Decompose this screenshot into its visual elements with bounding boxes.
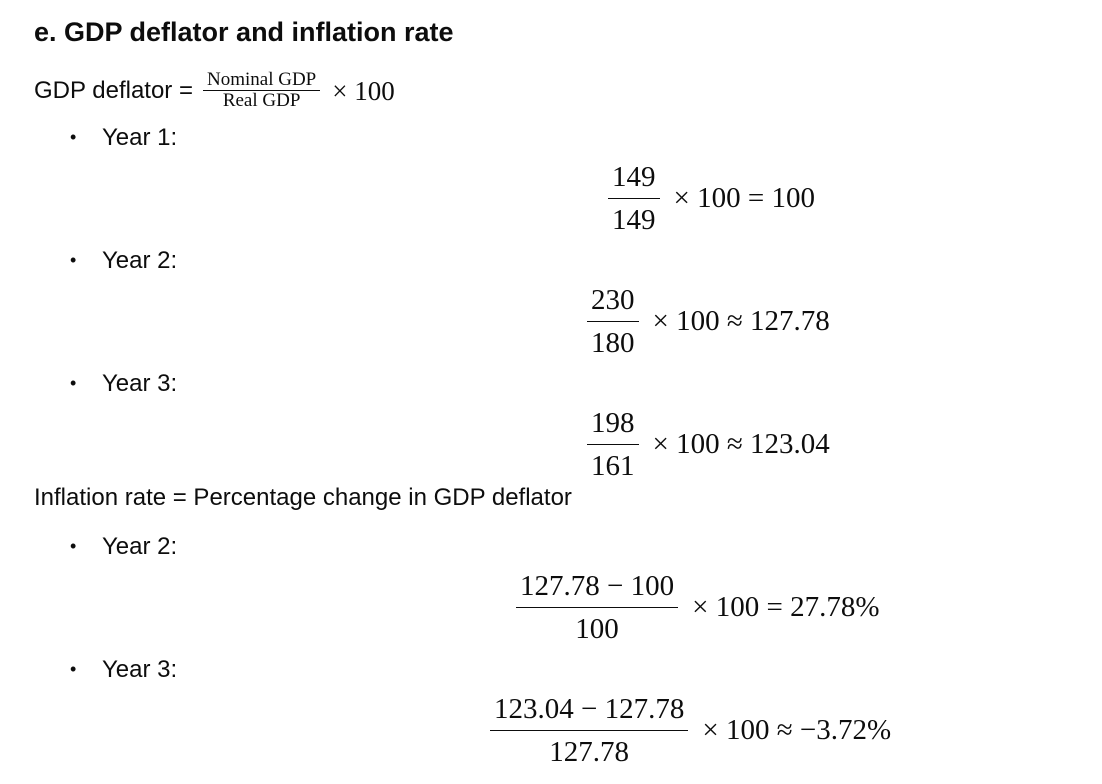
- list-item-label: Year 3:: [102, 370, 178, 397]
- list-item-label: Year 2:: [102, 533, 178, 560]
- deflator-formula: Nominal GDP Real GDP × 100: [202, 69, 395, 111]
- bullet-marker: •: [70, 373, 77, 393]
- equation-result: × 100 = 100: [673, 182, 815, 214]
- fraction-bar: [608, 198, 660, 199]
- bullet-marker: •: [70, 536, 77, 556]
- fraction-numerator: Nominal GDP: [206, 69, 317, 90]
- fraction-denominator: Real GDP: [222, 90, 301, 111]
- equation-fraction: 127.78 − 100 100: [516, 567, 679, 648]
- inflation-definition: Inflation rate = Percentage change in GD…: [34, 484, 572, 511]
- equation-inflation-year3: 123.04 − 127.78 127.78 × 100 ≈ −3.72%: [490, 690, 891, 771]
- bullet-marker: •: [70, 127, 77, 147]
- equation-result: × 100 ≈ 123.04: [652, 428, 830, 460]
- list-item: • Year 3:: [70, 368, 177, 399]
- list-item-label: Year 2:: [102, 247, 178, 274]
- equation-fraction: 149 149: [608, 158, 660, 239]
- equation-result: × 100 ≈ 127.78: [652, 305, 830, 337]
- deflator-fraction: Nominal GDP Real GDP: [202, 69, 321, 111]
- fraction-numerator: 149: [612, 161, 656, 193]
- deflator-lhs: GDP deflator =: [34, 76, 193, 104]
- fraction-numerator: 198: [591, 407, 635, 439]
- fraction-denominator: 161: [591, 450, 635, 482]
- bullet-marker: •: [70, 659, 77, 679]
- section-heading: e. GDP deflator and inflation rate: [34, 17, 454, 47]
- deflator-definition: GDP deflator = Nominal GDP Real GDP × 10…: [34, 70, 395, 111]
- fraction-denominator: 100: [575, 613, 619, 645]
- list-item-label: Year 1:: [102, 124, 178, 151]
- equation-result: × 100 = 27.78%: [692, 591, 880, 623]
- list-item: • Year 2:: [70, 531, 177, 562]
- formula-tail: × 100: [332, 75, 395, 106]
- fraction-numerator: 127.78 − 100: [520, 570, 675, 602]
- equation-deflator-year2: 230 180 × 100 ≈ 127.78: [587, 281, 830, 362]
- fraction-denominator: 180: [591, 327, 635, 359]
- list-item: • Year 3:: [70, 654, 177, 685]
- list-item-label: Year 3:: [102, 656, 178, 683]
- fraction-bar: [587, 444, 639, 445]
- equation-fraction: 198 161: [587, 404, 639, 485]
- list-item: • Year 2:: [70, 245, 177, 276]
- fraction-bar: [587, 321, 639, 322]
- bullet-marker: •: [70, 250, 77, 270]
- fraction-bar: [202, 90, 321, 91]
- equation-deflator-year1: 149 149 × 100 = 100: [608, 158, 815, 239]
- fraction-numerator: 230: [591, 284, 635, 316]
- fraction-bar: [516, 607, 679, 608]
- equation-result: × 100 ≈ −3.72%: [702, 714, 892, 746]
- equation-deflator-year3: 198 161 × 100 ≈ 123.04: [587, 404, 830, 485]
- equation-fraction: 230 180: [587, 281, 639, 362]
- fraction-numerator: 123.04 − 127.78: [494, 693, 685, 725]
- fraction-bar: [490, 730, 689, 731]
- fraction-denominator: 149: [612, 204, 656, 236]
- equation-fraction: 123.04 − 127.78 127.78: [490, 690, 689, 771]
- list-item: • Year 1:: [70, 122, 177, 153]
- equation-inflation-year2: 127.78 − 100 100 × 100 = 27.78%: [516, 567, 879, 648]
- fraction-denominator: 127.78: [549, 736, 630, 768]
